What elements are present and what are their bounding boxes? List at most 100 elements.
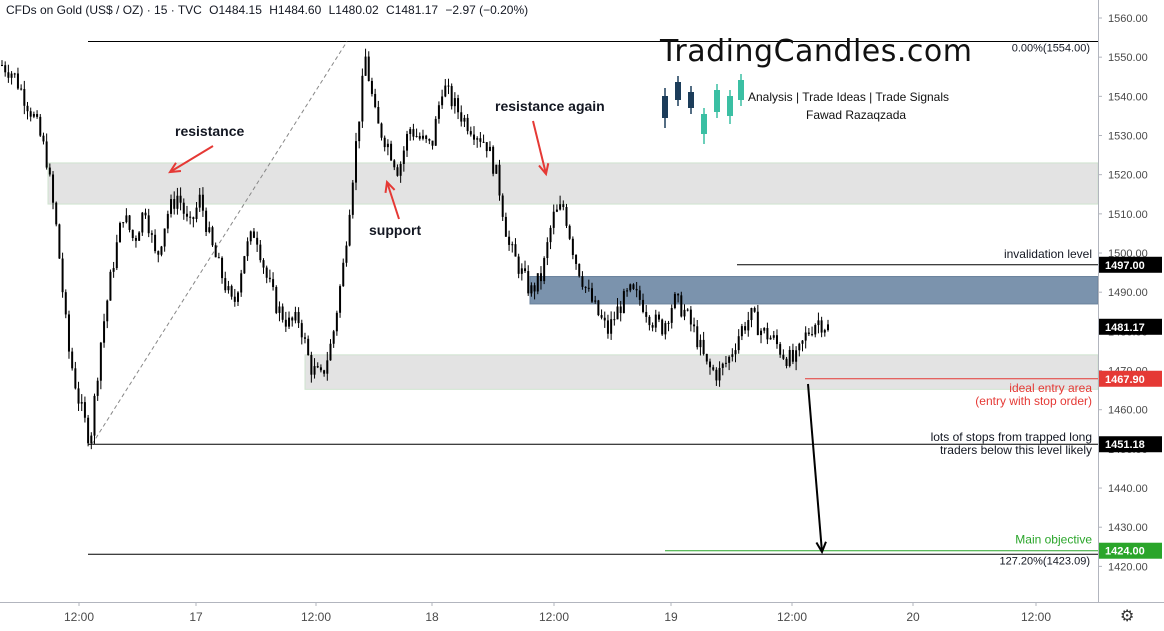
candle-body xyxy=(594,300,597,302)
candle-body xyxy=(568,225,571,239)
entry-zone[interactable] xyxy=(529,276,1099,305)
candle-body xyxy=(402,150,405,164)
candle-body xyxy=(731,354,734,357)
candle-body xyxy=(632,284,635,289)
candle-body xyxy=(150,233,153,235)
candle-body xyxy=(488,146,491,152)
support-label: support xyxy=(369,222,421,238)
candle-body xyxy=(348,214,351,246)
price-tick-label: 1540.00 xyxy=(1108,91,1148,103)
resistance-zone[interactable] xyxy=(47,162,1099,205)
candle-body xyxy=(702,339,705,354)
candle-body xyxy=(539,273,542,282)
candle-body xyxy=(648,316,651,326)
candle-body xyxy=(555,209,558,212)
candle-body xyxy=(173,199,176,209)
gear-icon[interactable]: ⚙ xyxy=(1120,608,1135,625)
candle-body xyxy=(737,336,740,351)
candle-body xyxy=(134,238,137,241)
candle-body xyxy=(651,325,654,328)
candle-body xyxy=(677,293,680,296)
candle-body xyxy=(109,271,112,301)
candle-body xyxy=(370,80,373,94)
candle-body xyxy=(823,330,826,333)
candle-body xyxy=(237,292,239,302)
candle-body xyxy=(584,286,587,288)
candle-body xyxy=(769,337,772,340)
candle-body xyxy=(559,204,562,210)
brand-logo-candles-icon xyxy=(662,74,744,144)
price-label-invalidation[interactable] xyxy=(1099,256,1162,273)
price-label-text-objective: 1424.00 xyxy=(1105,546,1145,558)
candle-body xyxy=(760,330,763,336)
candle-body xyxy=(734,350,737,355)
fib-trend-line[interactable] xyxy=(91,41,348,445)
candle-body xyxy=(466,117,469,132)
candle-body xyxy=(782,354,785,359)
resistance-again-arrow xyxy=(532,120,547,175)
candle-body xyxy=(300,323,303,338)
candle-body xyxy=(87,417,90,444)
price-label-stops[interactable] xyxy=(1099,436,1162,453)
candle-body xyxy=(112,268,115,272)
candle-body xyxy=(160,246,163,255)
candle-body xyxy=(575,254,578,264)
candle-body xyxy=(785,358,788,366)
candle-body xyxy=(1,65,3,67)
symbol-name[interactable]: CFDs on Gold (US$ / OZ) · 15 · TVC xyxy=(6,3,202,17)
candle-body xyxy=(533,285,536,292)
candle-body xyxy=(221,257,224,279)
candle-body xyxy=(460,112,463,122)
candle-body xyxy=(386,143,389,148)
candle-body xyxy=(591,288,593,302)
candle-body xyxy=(80,402,83,404)
candle-body xyxy=(779,344,782,355)
candle-body xyxy=(67,314,70,352)
open-value: O1484.15 xyxy=(209,3,262,17)
candle-body xyxy=(469,131,472,135)
stops-label-2: traders below this level likely xyxy=(940,443,1092,457)
support-zone[interactable] xyxy=(304,354,1099,390)
candle-body xyxy=(421,135,424,139)
candle-body xyxy=(578,263,581,277)
candle-body xyxy=(600,315,603,318)
low-value: L1480.02 xyxy=(328,3,379,17)
price-label-current[interactable] xyxy=(1099,318,1162,335)
price-label-entry[interactable] xyxy=(1099,370,1162,387)
candle-body xyxy=(278,306,281,313)
candle-body xyxy=(246,241,249,257)
candle-body xyxy=(501,195,504,217)
candle-body xyxy=(798,343,801,351)
candle-body xyxy=(661,319,664,335)
time-tick-label: 12:00 xyxy=(64,610,94,624)
candle-body xyxy=(64,292,67,315)
candle-body xyxy=(705,353,708,362)
candle-body xyxy=(262,260,265,268)
candle-body xyxy=(163,228,166,247)
candle-body xyxy=(683,309,686,317)
candle-body xyxy=(820,320,823,333)
candle-body xyxy=(243,256,246,274)
price-label-objective[interactable] xyxy=(1099,542,1162,559)
candle-body xyxy=(125,215,128,223)
price-tick-label: 1440.00 xyxy=(1108,483,1148,495)
candle-body xyxy=(326,360,329,374)
candle-body xyxy=(657,314,660,320)
brand-subtitle: Analysis | Trade Ideas | Trade Signals xyxy=(748,90,950,104)
price-tick-label: 1460.00 xyxy=(1108,405,1148,417)
candle-body xyxy=(447,85,450,87)
candle-body xyxy=(728,356,731,363)
candle-body xyxy=(807,332,810,335)
fib-high-label: 0.00%(1554.00) xyxy=(1012,43,1090,55)
entry-label-2: (entry with stop order) xyxy=(975,394,1092,408)
candle-body xyxy=(71,351,74,369)
candle-body xyxy=(527,271,530,294)
candle-body xyxy=(514,244,517,257)
candle-body xyxy=(744,326,747,331)
candle-body xyxy=(629,284,632,291)
candle-body xyxy=(747,320,750,331)
candle-body xyxy=(498,164,501,196)
time-tick-label: 18 xyxy=(425,610,439,624)
candle-body xyxy=(492,146,495,174)
